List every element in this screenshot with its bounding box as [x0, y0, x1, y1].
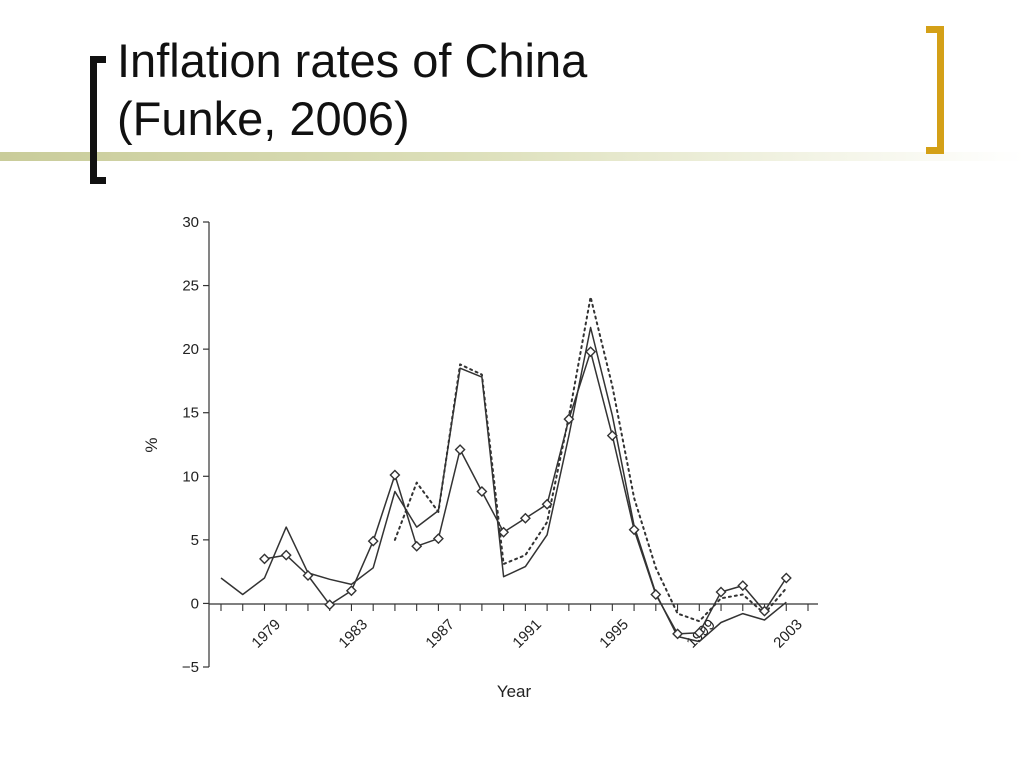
diamond-marker — [563, 413, 575, 425]
diamond-marker — [345, 585, 357, 597]
y-tick-label: −5 — [182, 659, 199, 676]
x-tick-label: 1995 — [596, 616, 632, 652]
y-axis-ticks: −5 0 5 10 15 20 25 30 — [182, 214, 209, 676]
diamond-marker — [324, 599, 336, 611]
diamond-marker — [780, 572, 792, 584]
x-tick-label: 1979 — [248, 616, 284, 652]
slide-title-line-1: Inflation rates of China — [117, 34, 588, 87]
diamond-marker — [541, 498, 553, 510]
y-tick-label: 15 — [182, 405, 199, 422]
diamond-marker — [693, 627, 705, 639]
series-line-1 — [220, 326, 787, 643]
x-tick-label: 1983 — [335, 616, 371, 652]
series-line-2 — [393, 296, 788, 623]
slide-title-line-2: (Funke, 2006) — [117, 92, 410, 145]
diamond-marker — [259, 553, 270, 565]
left-bracket-decoration — [90, 56, 106, 184]
diamond-marker — [672, 628, 684, 640]
diamond-marker — [498, 526, 510, 538]
diamond-marker — [476, 486, 488, 497]
diamond-marker — [585, 346, 597, 358]
diamond-marker — [715, 586, 727, 598]
series-group — [220, 296, 792, 643]
diamond-marker — [432, 533, 444, 545]
diamond-marker — [650, 589, 662, 600]
x-axis-title: Year — [497, 682, 532, 701]
x-tick-label: 1987 — [422, 616, 458, 652]
diamond-marker — [737, 580, 749, 592]
x-axis-ticks: 1979198319871991199519992003 — [220, 604, 809, 652]
diamond-marker — [628, 524, 640, 536]
diamond-marker — [606, 430, 618, 442]
diamond-marker — [302, 570, 314, 581]
y-tick-label: 25 — [182, 278, 199, 295]
y-tick-label: 10 — [182, 468, 199, 485]
diamond-marker — [367, 535, 379, 547]
slide-title: Inflation rates of China (Funke, 2006) — [117, 32, 587, 148]
x-tick-label: 2003 — [770, 616, 806, 652]
y-axis-title: % — [142, 437, 161, 452]
title-accent-bar — [0, 152, 1024, 161]
diamond-marker — [454, 444, 466, 456]
diamond-marker — [519, 512, 531, 524]
series-line-3 — [264, 350, 787, 635]
y-tick-label: 5 — [191, 532, 199, 549]
y-tick-label: 0 — [191, 595, 199, 612]
diamond-marker — [759, 605, 770, 617]
y-tick-label: 20 — [182, 341, 199, 358]
x-tick-label: 1991 — [509, 616, 545, 652]
right-bracket-decoration — [926, 26, 944, 154]
diamond-marker — [280, 549, 292, 561]
diamond-marker — [389, 469, 401, 481]
y-tick-label: 30 — [182, 214, 199, 231]
diamond-marker — [411, 540, 423, 552]
